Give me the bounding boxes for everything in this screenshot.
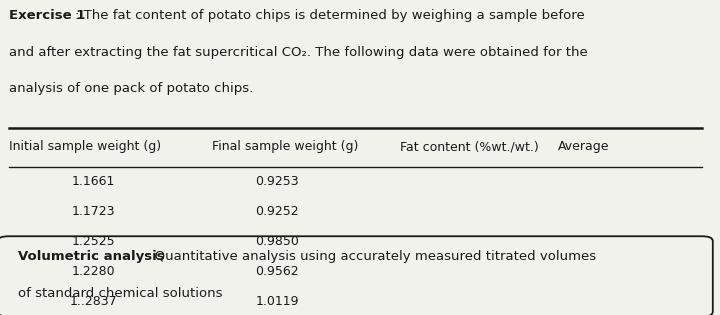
Text: of standard chemical solutions: of standard chemical solutions: [18, 287, 222, 300]
Text: analysis of one pack of potato chips.: analysis of one pack of potato chips.: [9, 82, 253, 95]
Text: 1..2837: 1..2837: [70, 295, 117, 307]
Text: Final sample weight (g): Final sample weight (g): [212, 140, 359, 153]
Text: 0.9850: 0.9850: [256, 235, 299, 248]
Text: 1.2525: 1.2525: [72, 235, 115, 248]
Text: : Quantitative analysis using accurately measured titrated volumes: : Quantitative analysis using accurately…: [146, 250, 596, 263]
Text: and after extracting the fat supercritical CO₂. The following data were obtained: and after extracting the fat supercritic…: [9, 46, 588, 59]
Text: Average: Average: [558, 140, 610, 153]
Text: 0.9253: 0.9253: [256, 175, 299, 188]
Text: Exercise 1: Exercise 1: [9, 9, 85, 22]
Text: 1.0119: 1.0119: [256, 295, 299, 307]
Text: : The fat content of potato chips is determined by weighing a sample before: : The fat content of potato chips is det…: [75, 9, 585, 22]
Text: Volumetric analysis: Volumetric analysis: [18, 250, 165, 263]
Text: 1.1661: 1.1661: [72, 175, 115, 188]
Text: 0.9252: 0.9252: [256, 205, 299, 218]
Text: 1.2280: 1.2280: [72, 265, 115, 278]
Text: 1.1723: 1.1723: [72, 205, 115, 218]
FancyBboxPatch shape: [0, 236, 713, 315]
Text: Fat content (%wt./wt.): Fat content (%wt./wt.): [400, 140, 539, 153]
Text: 0.9562: 0.9562: [256, 265, 299, 278]
Text: Initial sample weight (g): Initial sample weight (g): [9, 140, 161, 153]
